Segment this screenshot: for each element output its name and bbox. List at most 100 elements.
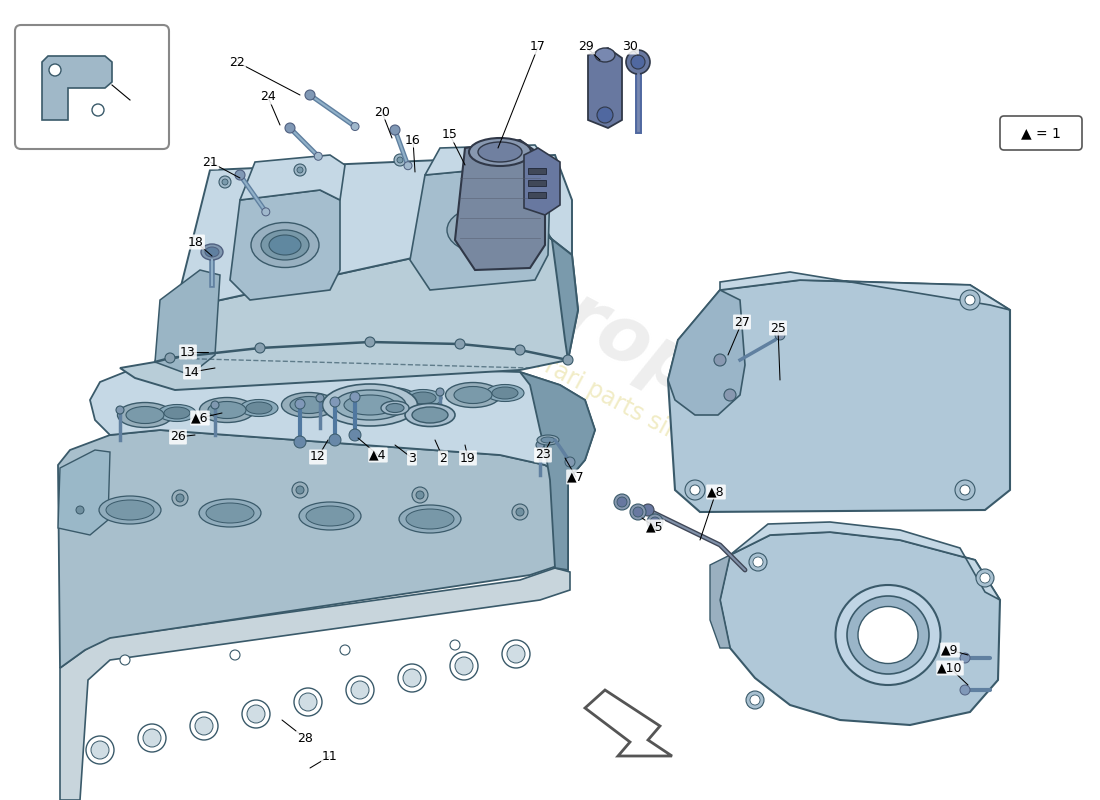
Ellipse shape (399, 505, 461, 533)
Text: 22: 22 (229, 55, 245, 69)
Circle shape (754, 557, 763, 567)
Circle shape (487, 155, 493, 161)
Circle shape (516, 508, 524, 516)
Polygon shape (58, 450, 110, 535)
Circle shape (416, 491, 424, 499)
Circle shape (690, 485, 700, 495)
Circle shape (86, 736, 114, 764)
Ellipse shape (410, 392, 436, 404)
Polygon shape (720, 272, 1010, 310)
Ellipse shape (164, 407, 190, 419)
Circle shape (642, 504, 654, 516)
Bar (528, 192, 546, 198)
Circle shape (222, 179, 228, 185)
Ellipse shape (847, 596, 930, 674)
Circle shape (750, 695, 760, 705)
Circle shape (190, 712, 218, 740)
Ellipse shape (290, 397, 328, 414)
Bar (528, 180, 546, 186)
Circle shape (650, 517, 660, 527)
Circle shape (248, 705, 265, 723)
Text: ▲5: ▲5 (646, 521, 663, 534)
Text: ▲8: ▲8 (707, 486, 725, 498)
Ellipse shape (405, 403, 455, 426)
Circle shape (285, 123, 295, 133)
Circle shape (255, 343, 265, 353)
Text: 20: 20 (374, 106, 389, 118)
Text: 21: 21 (202, 155, 218, 169)
Ellipse shape (537, 435, 559, 445)
Polygon shape (588, 48, 621, 128)
Ellipse shape (201, 244, 223, 260)
Ellipse shape (206, 503, 254, 523)
Circle shape (450, 652, 478, 680)
Circle shape (195, 717, 213, 735)
Text: 27: 27 (734, 315, 750, 329)
Ellipse shape (447, 207, 517, 253)
Text: 14: 14 (184, 366, 200, 378)
Text: 24: 24 (260, 90, 276, 103)
Polygon shape (410, 165, 550, 290)
Circle shape (630, 504, 646, 520)
Circle shape (515, 345, 525, 355)
Circle shape (230, 650, 240, 660)
Ellipse shape (836, 585, 940, 685)
Circle shape (299, 693, 317, 711)
Bar (528, 168, 546, 174)
Polygon shape (58, 430, 568, 668)
Circle shape (626, 50, 650, 74)
Polygon shape (540, 220, 578, 360)
Ellipse shape (199, 398, 254, 422)
Circle shape (316, 394, 324, 402)
Ellipse shape (406, 509, 454, 529)
Ellipse shape (372, 391, 410, 409)
Circle shape (138, 724, 166, 752)
Text: 29: 29 (579, 41, 594, 54)
Circle shape (507, 645, 525, 663)
Circle shape (295, 399, 305, 409)
Polygon shape (520, 372, 595, 570)
Circle shape (412, 487, 428, 503)
Ellipse shape (454, 386, 492, 403)
Circle shape (614, 494, 630, 510)
Circle shape (455, 657, 473, 675)
Text: 23: 23 (535, 449, 551, 462)
Circle shape (143, 729, 161, 747)
Circle shape (120, 655, 130, 665)
Circle shape (219, 176, 231, 188)
Text: ▲9: ▲9 (942, 643, 959, 657)
Circle shape (91, 741, 109, 759)
Circle shape (76, 506, 84, 514)
Circle shape (176, 494, 184, 502)
Circle shape (565, 457, 575, 467)
Text: 13: 13 (180, 346, 196, 358)
Ellipse shape (246, 402, 272, 414)
Circle shape (685, 480, 705, 500)
Polygon shape (425, 145, 550, 185)
Ellipse shape (541, 437, 556, 443)
Circle shape (305, 90, 315, 100)
Ellipse shape (282, 393, 337, 418)
Ellipse shape (595, 48, 615, 62)
Ellipse shape (106, 500, 154, 520)
Ellipse shape (478, 142, 522, 162)
Polygon shape (585, 690, 672, 756)
Circle shape (450, 640, 460, 650)
Text: 16: 16 (405, 134, 421, 146)
Ellipse shape (208, 402, 246, 418)
Circle shape (315, 152, 322, 160)
Circle shape (340, 645, 350, 655)
Circle shape (294, 164, 306, 176)
Polygon shape (42, 56, 112, 120)
Circle shape (294, 688, 322, 716)
Circle shape (350, 392, 360, 402)
Circle shape (955, 480, 975, 500)
Polygon shape (720, 532, 1000, 725)
Circle shape (172, 490, 188, 506)
Ellipse shape (118, 402, 173, 427)
Ellipse shape (306, 506, 354, 526)
Ellipse shape (322, 394, 360, 411)
Circle shape (746, 691, 764, 709)
Ellipse shape (344, 395, 396, 415)
Ellipse shape (99, 496, 161, 524)
